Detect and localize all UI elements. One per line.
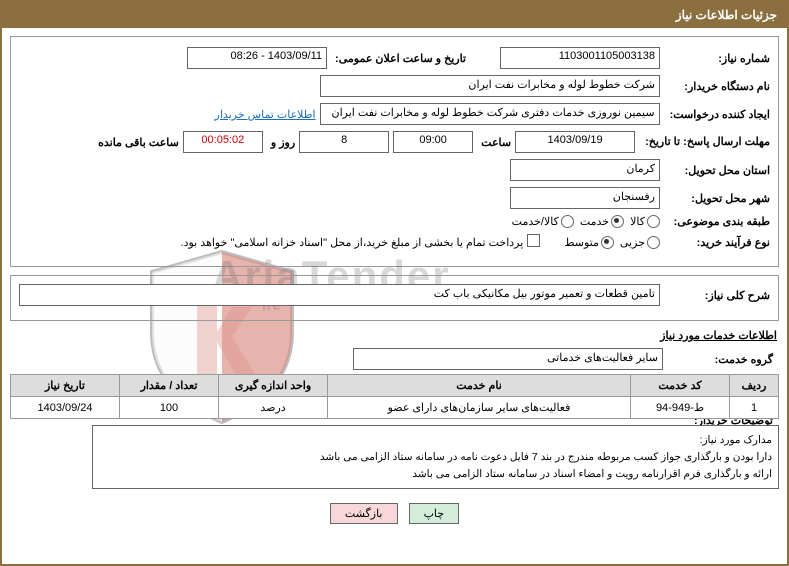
treasury-note: پرداخت تمام یا بخشی از مبلغ خرید،از محل … (181, 236, 524, 249)
radio-medium[interactable] (601, 236, 614, 249)
requester-label: ایجاد کننده درخواست: (664, 108, 770, 121)
back-button[interactable]: بازگشت (330, 503, 398, 524)
deadline-date-field: 1403/09/19 (515, 131, 635, 153)
days-label: روز و (267, 136, 295, 149)
remaining-label: ساعت باقی مانده (94, 136, 179, 149)
buyer-org-label: نام دستگاه خریدار: (664, 80, 770, 93)
province-label: استان محل تحویل: (664, 164, 770, 177)
description-panel: شرح کلی نیاز: تامین قطعات و تعمیر موتور … (10, 275, 779, 321)
desc-field: تامین قطعات و تعمیر موتور بیل مکانیکی با… (19, 284, 660, 306)
services-section-title: اطلاعات خدمات مورد نیاز (12, 329, 777, 342)
province-field: کرمان (510, 159, 660, 181)
th-qty: تعداد / مقدار (120, 375, 219, 397)
group-label: گروه خدمت: (667, 353, 773, 366)
deadline-time-field: 09:00 (393, 131, 473, 153)
cell-idx: 1 (730, 397, 779, 419)
time-label: ساعت (477, 136, 511, 149)
th-date: تاریخ نیاز (11, 375, 120, 397)
days-remaining-field: 8 (299, 131, 389, 153)
cell-code: ط-949-94 (631, 397, 730, 419)
th-row: ردیف (730, 375, 779, 397)
th-code: کد خدمت (631, 375, 730, 397)
city-field: رفسنجان (510, 187, 660, 209)
page-title: جزئیات اطلاعات نیاز (2, 2, 787, 28)
page-container: جزئیات اطلاعات نیاز AriaTender ne شماره … (0, 0, 789, 566)
cell-date: 1403/09/24 (11, 397, 120, 419)
radio-goods[interactable] (647, 215, 660, 228)
cell-qty: 100 (120, 397, 219, 419)
cell-unit: درصد (219, 397, 328, 419)
treasury-checkbox[interactable] (527, 234, 540, 247)
process-radio-group: جزیی متوسط (564, 236, 660, 249)
notes-line1: مدارک مورد نیاز: (99, 432, 772, 449)
table-row: 1 ط-949-94 فعالیت‌های سایر سازمان‌های دا… (11, 397, 779, 419)
category-radio-group: کالا خدمت کالا/خدمت (512, 215, 660, 228)
print-button[interactable]: چاپ (409, 503, 460, 524)
radio-medium-label: متوسط (564, 236, 599, 249)
main-info-panel: شماره نیاز: 1103001105003138 تاریخ و ساع… (10, 36, 779, 267)
radio-partial-label: جزیی (620, 236, 645, 249)
buyer-org-field: شرکت خطوط لوله و مخابرات نفت ایران (320, 75, 660, 97)
group-field: سایر فعالیت‌های خدماتی (353, 348, 663, 370)
requester-field: سیمین نوروزی خدمات دفتری شرکت خطوط لوله … (320, 103, 660, 125)
buyer-contact-link[interactable]: اطلاعات تماس خریدار (215, 108, 316, 121)
city-label: شهر محل تحویل: (664, 192, 770, 205)
services-table: ردیف کد خدمت نام خدمت واحد اندازه گیری ت… (10, 374, 779, 419)
deadline-label: مهلت ارسال پاسخ: تا تاریخ: (639, 135, 770, 149)
th-name: نام خدمت (328, 375, 631, 397)
radio-service[interactable] (611, 215, 624, 228)
countdown-field: 00:05:02 (183, 131, 263, 153)
notes-line2: دارا بودن و بارگذاری جواز کسب مربوطه مند… (99, 449, 772, 466)
announce-label: تاریخ و ساعت اعلان عمومی: (331, 52, 466, 65)
category-label: طبقه بندی موضوعی: (664, 215, 770, 228)
th-unit: واحد اندازه گیری (219, 375, 328, 397)
need-no-field: 1103001105003138 (500, 47, 660, 69)
radio-goods-label: کالا (630, 215, 645, 228)
need-no-label: شماره نیاز: (664, 52, 770, 65)
notes-line3: ارائه و بارگذاری فرم اقرارنامه رویت و ام… (99, 466, 772, 483)
radio-service-label: خدمت (580, 215, 609, 228)
radio-both[interactable] (561, 215, 574, 228)
cell-name: فعالیت‌های سایر سازمان‌های دارای عضو (328, 397, 631, 419)
process-label: نوع فرآیند خرید: (664, 236, 770, 249)
button-bar: چاپ بازگشت (2, 497, 787, 530)
desc-label: شرح کلی نیاز: (664, 289, 770, 302)
announce-field: 1403/09/11 - 08:26 (187, 47, 327, 69)
radio-both-label: کالا/خدمت (512, 215, 559, 228)
buyer-notes-box: مدارک مورد نیاز: دارا بودن و بارگذاری جو… (92, 425, 779, 489)
radio-partial[interactable] (647, 236, 660, 249)
